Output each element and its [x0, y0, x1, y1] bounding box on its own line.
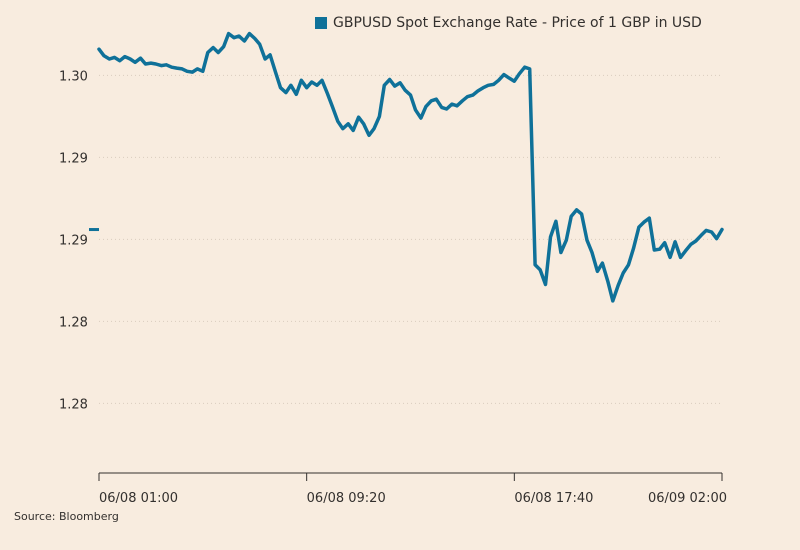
- legend: GBPUSD Spot Exchange Rate - Price of 1 G…: [315, 15, 702, 31]
- x-tick-label: 06/08 09:20: [307, 491, 386, 506]
- y-tick-label: 1.28: [59, 397, 88, 412]
- source-note: Source: Bloomberg: [14, 510, 119, 523]
- y-tick-label: 1.29: [59, 233, 88, 248]
- y-tick-label: 1.29: [59, 151, 88, 166]
- gridlines: [99, 74, 722, 404]
- axis-ticks: 1.30 1.29 1.29 1.28 1.28 06/08 01:00 06/08 09:…: [59, 69, 727, 506]
- y-tick-label: 1.28: [59, 315, 88, 330]
- x-tick-label: 06/08 17:40: [514, 491, 593, 506]
- legend-label: GBPUSD Spot Exchange Rate - Price of 1 G…: [333, 15, 702, 31]
- legend-swatch: [315, 17, 327, 29]
- series-layer: [89, 31, 724, 303]
- series-line: [97, 31, 724, 303]
- y-tick-label: 1.30: [59, 69, 88, 84]
- x-tick-label: 06/08 01:00: [99, 491, 178, 506]
- x-tick-label: 06/09 02:00: [648, 491, 727, 506]
